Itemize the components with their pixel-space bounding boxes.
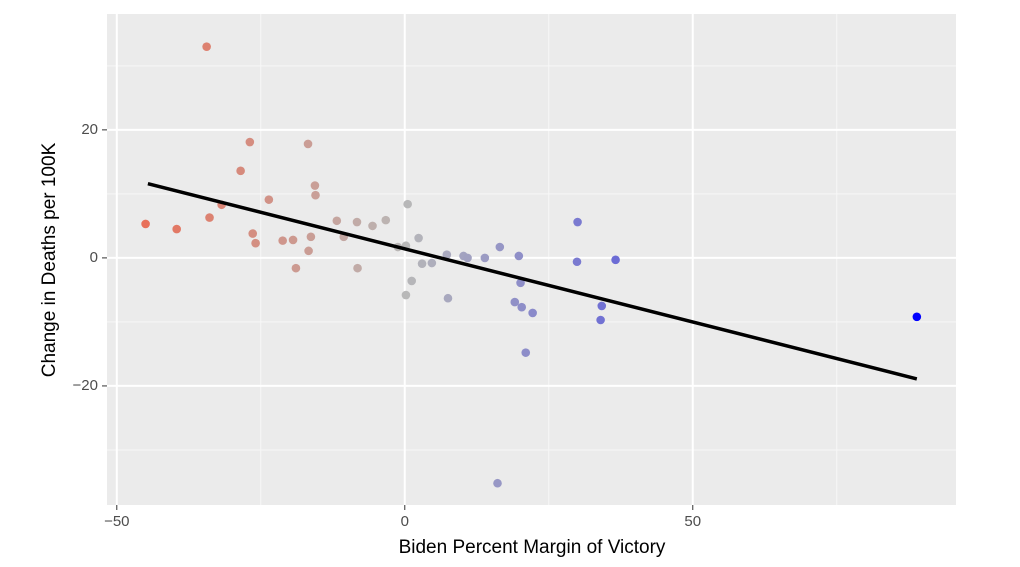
point — [288, 235, 298, 245]
point — [442, 250, 452, 259]
point — [414, 233, 423, 243]
x-tick-label: 0 — [401, 513, 409, 530]
point — [304, 246, 313, 256]
point — [495, 242, 505, 252]
point — [248, 229, 258, 238]
point — [480, 253, 490, 263]
point — [596, 315, 605, 325]
point — [381, 215, 391, 225]
point — [912, 312, 922, 322]
point — [264, 195, 274, 204]
point — [572, 257, 582, 267]
point — [443, 293, 453, 303]
point — [516, 278, 525, 288]
point — [521, 348, 531, 357]
point — [245, 137, 255, 147]
point — [202, 42, 211, 51]
point — [401, 290, 411, 300]
point — [172, 224, 181, 234]
y-tick-label: −20 — [73, 377, 98, 394]
point — [514, 251, 524, 261]
point — [368, 221, 377, 231]
y-tick-label: 20 — [81, 121, 98, 138]
point — [141, 219, 150, 229]
point — [310, 181, 320, 190]
point — [291, 263, 301, 273]
y-tick-label: 0 — [90, 249, 98, 266]
point — [493, 478, 502, 488]
y-axis-label: Change in Deaths per 100K — [39, 142, 60, 377]
x-axis-label: Biden Percent Margin of Victory — [399, 537, 666, 558]
x-tick-label: −50 — [104, 513, 129, 530]
point — [306, 232, 316, 242]
point — [528, 308, 537, 318]
point — [573, 217, 582, 227]
point — [278, 236, 287, 245]
point — [205, 213, 214, 222]
point — [510, 297, 520, 307]
point — [251, 238, 260, 248]
point — [311, 190, 320, 200]
trend-line — [147, 181, 918, 381]
point — [303, 139, 313, 149]
point — [517, 302, 527, 312]
point — [407, 276, 416, 286]
point — [427, 258, 437, 268]
point — [463, 253, 472, 263]
point — [417, 259, 427, 268]
point — [597, 301, 607, 311]
point — [353, 263, 362, 273]
panel — [107, 14, 956, 505]
point — [403, 199, 412, 209]
point — [332, 216, 342, 226]
x-tick-label: 50 — [684, 513, 701, 530]
point — [236, 166, 245, 176]
point — [611, 255, 620, 265]
point — [352, 217, 362, 227]
